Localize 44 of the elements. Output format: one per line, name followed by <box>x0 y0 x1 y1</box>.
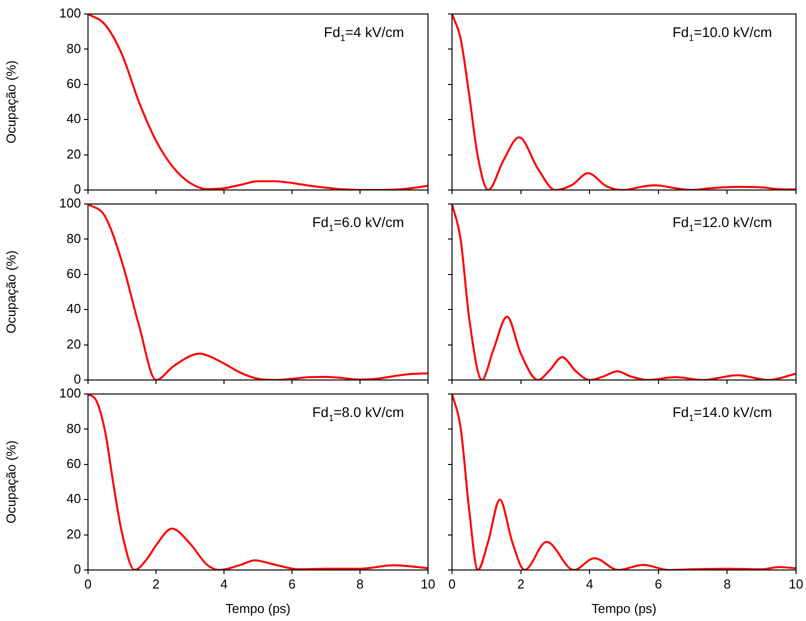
y-tick-label: 100 <box>59 6 81 21</box>
annotation: Fd$_{1}$=14.0 kV/cm <box>672 404 772 423</box>
x-axis-title: Tempo (ps) <box>225 600 291 616</box>
annotation: Fd$_{1}$=6.0 kV/cm <box>312 214 404 233</box>
y-tick-label: 80 <box>66 40 81 56</box>
x-tick-label: 4 <box>586 576 594 592</box>
y-tick-label: 20 <box>66 336 81 352</box>
y-tick-label: 0 <box>74 372 81 387</box>
x-tick-label: 4 <box>220 576 228 592</box>
annotation: Fd$_{1}$=4 kV/cm <box>324 24 404 43</box>
y-tick-label: 80 <box>66 420 81 436</box>
y-tick-label: 20 <box>66 526 81 542</box>
x-tick-label: 2 <box>152 576 160 592</box>
line-series <box>88 204 428 380</box>
line-series <box>88 14 428 190</box>
x-tick-label: 2 <box>517 576 524 592</box>
y-axis-title: Ocupação (%) <box>3 440 18 524</box>
x-tick-label: 6 <box>654 576 662 592</box>
y-tick-label: 60 <box>66 456 81 471</box>
y-tick-label: 40 <box>66 301 81 316</box>
y-tick-label: 0 <box>74 182 81 197</box>
x-tick-label: 8 <box>724 576 731 592</box>
annotation: Fd$_{1}$=12.0 kV/cm <box>672 214 772 233</box>
y-tick-label: 40 <box>66 491 81 506</box>
x-tick-label: 8 <box>356 576 364 592</box>
y-tick-label: 0 <box>74 562 81 577</box>
y-tick-label: 60 <box>66 266 81 281</box>
annotation: Fd$_{1}$=10.0 kV/cm <box>672 24 772 43</box>
y-axis-title: Ocupação (%) <box>3 250 18 334</box>
y-tick-label: 100 <box>59 386 81 401</box>
x-axis-title: Tempo (ps) <box>591 600 657 616</box>
y-axis-title: Ocupação (%) <box>3 60 18 144</box>
y-tick-label: 40 <box>66 111 81 126</box>
y-tick-label: 60 <box>66 76 81 91</box>
x-tick-label: 10 <box>788 576 804 592</box>
y-tick-label: 100 <box>59 196 81 211</box>
annotation: Fd$_{1}$=8.0 kV/cm <box>312 404 404 423</box>
line-series <box>88 394 428 570</box>
y-tick-label: 80 <box>66 230 81 246</box>
x-tick-label: 0 <box>84 576 92 592</box>
x-tick-label: 10 <box>420 576 436 592</box>
y-tick-label: 20 <box>66 146 81 162</box>
x-tick-label: 0 <box>448 576 456 592</box>
x-tick-label: 6 <box>288 576 296 592</box>
